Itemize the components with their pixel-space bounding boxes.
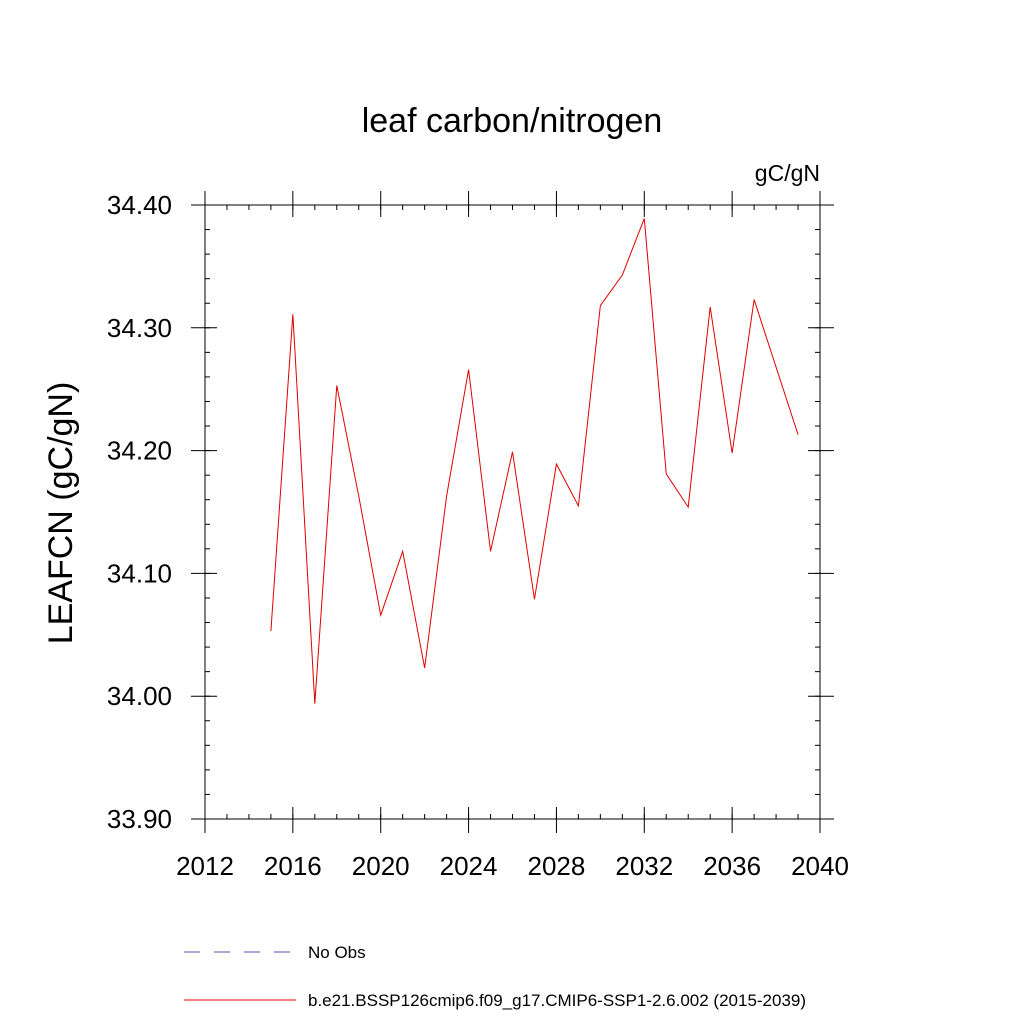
legend-label: b.e21.BSSP126cmip6.f09_g17.CMIP6-SSP1-2.… (308, 991, 806, 1010)
x-tick-label: 2020 (352, 851, 410, 881)
chart-title: leaf carbon/nitrogen (362, 102, 663, 140)
x-tick-label: 2012 (176, 851, 234, 881)
x-tick-label: 2024 (440, 851, 498, 881)
y-tick-label: 34.10 (107, 558, 172, 588)
data-series (270, 218, 799, 704)
y-tick-label: 34.30 (107, 313, 172, 343)
y-tick-label: 34.20 (107, 436, 172, 466)
x-tick-label: 2032 (615, 851, 673, 881)
axis-ticks (191, 191, 834, 833)
legend-label: No Obs (308, 943, 366, 962)
y-tick-label: 33.90 (107, 804, 172, 834)
x-tick-label: 2036 (703, 851, 761, 881)
x-tick-label: 2016 (264, 851, 322, 881)
units-label: gC/gN (755, 160, 820, 186)
y-tick-label: 34.40 (107, 190, 172, 220)
legend: No Obs b.e21.BSSP126cmip6.f09_g17.CMIP6-S… (184, 943, 806, 1010)
series-line (270, 218, 799, 704)
axis-tick-labels: 2012 2016 2020 2024 2028 2032 2036 2040 33.90 34.… (107, 190, 849, 881)
y-axis-label: LEAFCN (gC/gN) (42, 382, 80, 645)
plot-frame (204, 204, 821, 820)
y-tick-label: 34.00 (107, 681, 172, 711)
x-tick-label: 2040 (791, 851, 849, 881)
x-tick-label: 2028 (528, 851, 586, 881)
